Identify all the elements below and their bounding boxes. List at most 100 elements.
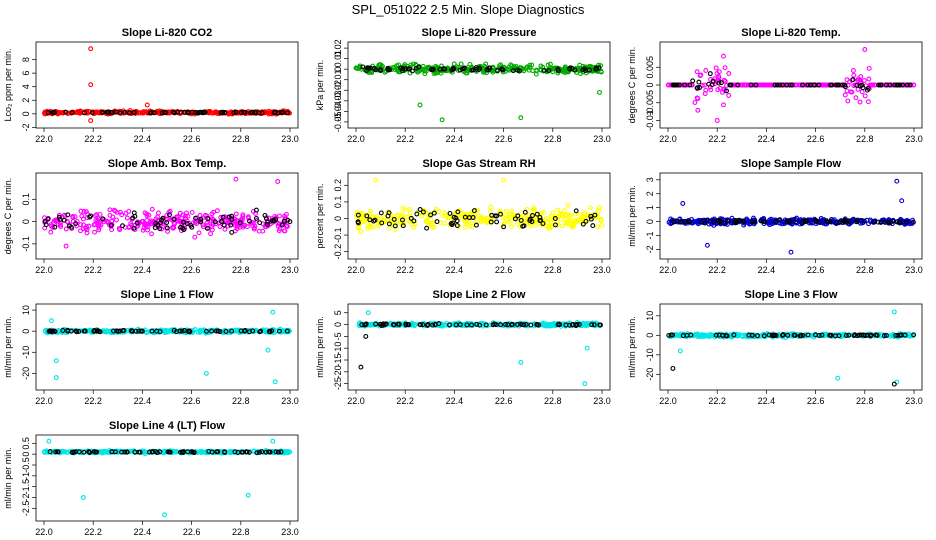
data-point: [772, 82, 778, 88]
panel-frame: [35, 172, 299, 260]
x-tick-label: 22.2: [708, 134, 726, 144]
data-point: [471, 208, 477, 214]
data-point: [285, 217, 291, 223]
data-point: [518, 359, 524, 365]
data-point: [265, 347, 271, 353]
data-point: [53, 449, 59, 455]
x-tick-label: 22.6: [807, 265, 825, 275]
data-point: [266, 449, 272, 455]
data-point: [272, 109, 278, 115]
data-point: [871, 82, 877, 88]
data-point: [458, 61, 464, 67]
data-point: [400, 205, 406, 211]
data-point: [356, 323, 362, 329]
data-point: [73, 221, 79, 227]
data-point: [355, 212, 361, 218]
data-point: [580, 221, 586, 227]
data-point: [846, 332, 852, 338]
data-point: [417, 322, 423, 328]
data-point: [160, 215, 166, 221]
data-point: [112, 208, 118, 214]
data-point: [185, 449, 191, 455]
panel-frame: [659, 303, 923, 391]
data-point: [695, 107, 701, 113]
data-point: [385, 67, 391, 73]
data-point: [208, 231, 214, 237]
data-point: [483, 61, 489, 67]
data-point: [580, 67, 586, 73]
data-point: [871, 219, 876, 224]
data-point: [697, 85, 703, 90]
data-point: [88, 82, 94, 88]
data-point: [457, 67, 463, 73]
data-point: [713, 65, 719, 71]
data-point: [106, 110, 111, 116]
data-point: [273, 449, 279, 455]
data-point: [708, 87, 714, 93]
data-point: [277, 226, 283, 232]
data-point: [138, 328, 144, 334]
data-point: [407, 66, 413, 72]
y-tick-label: -0.01: [333, 69, 343, 90]
data-point: [243, 449, 249, 455]
data-point: [903, 219, 909, 225]
data-point: [194, 221, 199, 227]
data-point: [597, 89, 602, 95]
data-point: [92, 229, 97, 235]
data-point: [763, 82, 769, 88]
data-point: [854, 82, 860, 88]
data-point: [238, 110, 244, 116]
data-point: [147, 110, 153, 116]
data-point: [430, 67, 436, 72]
data-point: [149, 328, 155, 334]
data-point: [275, 449, 281, 455]
x-tick-label: 22.8: [544, 265, 562, 275]
data-point: [593, 65, 599, 71]
data-point: [665, 82, 671, 88]
data-point: [417, 207, 423, 212]
data-point: [379, 220, 385, 226]
data-point: [47, 328, 53, 334]
data-point: [857, 77, 863, 83]
data-point: [409, 222, 415, 228]
data-point: [122, 109, 128, 115]
data-point: [502, 221, 507, 227]
data-point: [802, 218, 808, 224]
y-tick-label: 6: [21, 71, 31, 76]
data-point: [833, 82, 839, 88]
data-point: [548, 322, 554, 327]
data-point: [171, 216, 177, 222]
data-point: [723, 333, 729, 338]
data-point: [259, 449, 265, 455]
data-point: [765, 82, 771, 88]
data-point: [859, 89, 865, 95]
y-axis-label: kPa per min.: [315, 60, 325, 111]
data-point: [88, 118, 94, 124]
data-point: [361, 219, 367, 225]
data-point: [253, 207, 259, 213]
data-point: [140, 227, 146, 233]
x-tick-label: 23.0: [281, 265, 299, 275]
data-point: [785, 332, 791, 338]
data-point: [851, 83, 857, 89]
data-point: [498, 322, 504, 328]
data-point: [563, 322, 569, 328]
data-point: [501, 224, 507, 230]
data-point: [91, 222, 97, 228]
data-point: [864, 87, 870, 93]
data-point: [875, 219, 881, 225]
x-tick-label: 22.6: [183, 396, 201, 406]
data-point: [428, 212, 434, 218]
data-point: [446, 215, 452, 221]
x-tick-label: 22.2: [84, 527, 102, 537]
data-point: [144, 217, 150, 223]
data-point: [808, 333, 814, 339]
data-point: [720, 89, 725, 95]
x-tick-label: 22.4: [758, 396, 776, 406]
data-point: [590, 223, 596, 229]
data-point: [282, 213, 287, 219]
data-point: [714, 71, 720, 76]
data-point: [363, 321, 369, 327]
data-point: [687, 82, 693, 88]
x-tick-label: 22.2: [84, 396, 102, 406]
